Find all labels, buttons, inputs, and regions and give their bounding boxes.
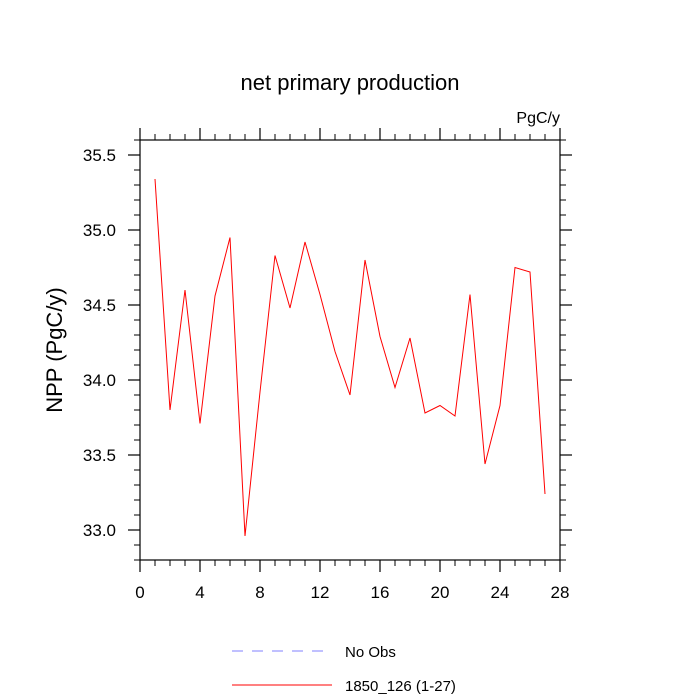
y-tick-label: 34.0	[83, 371, 116, 390]
legend-label-1850-126: 1850_126 (1-27)	[345, 678, 456, 695]
y-tick-label: 35.5	[83, 146, 116, 165]
x-tick-label: 16	[371, 583, 390, 602]
y-tick-label: 33.0	[83, 521, 116, 540]
x-tick-label: 4	[195, 583, 204, 602]
x-tick-labels: 0 4 8 12 16 20 24 28	[135, 583, 569, 602]
legend-label-no-obs: No Obs	[345, 644, 396, 661]
x-tick-label: 24	[491, 583, 510, 602]
y-tick-labels: 33.0 33.5 34.0 34.5 35.0 35.5	[83, 146, 116, 540]
units-label: PgC/y	[516, 110, 560, 127]
y-tick-label: 33.5	[83, 446, 116, 465]
x-tick-label: 28	[551, 583, 570, 602]
plot-frame	[139, 139, 561, 561]
x-tick-label: 8	[255, 583, 264, 602]
y-tick-label: 35.0	[83, 221, 116, 240]
x-tick-label: 20	[431, 583, 450, 602]
y-axis-label: NPP (PgC/y)	[42, 287, 67, 413]
legend: No Obs 1850_126 (1-27)	[232, 644, 456, 695]
y-tick-label: 34.5	[83, 296, 116, 315]
axis-ticks	[128, 128, 572, 572]
chart-title: net primary production	[241, 70, 460, 95]
x-tick-label: 0	[135, 583, 144, 602]
series-lines	[154, 178, 546, 537]
series-line-1	[154, 178, 546, 537]
x-tick-label: 12	[311, 583, 330, 602]
